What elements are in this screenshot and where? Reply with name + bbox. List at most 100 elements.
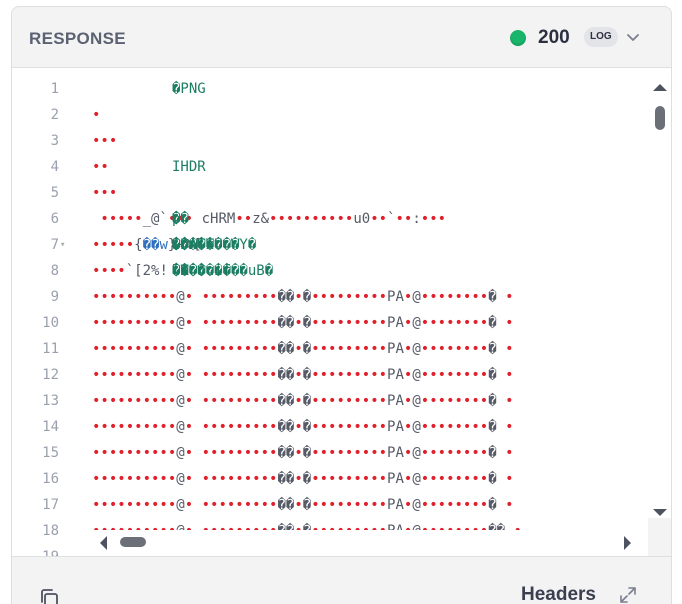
scroll-left-arrow-icon[interactable] — [100, 536, 107, 550]
code-token: •• — [285, 211, 303, 227]
horizontal-scrollbar[interactable] — [84, 530, 644, 554]
code-line: 4 IHDR •• — [12, 154, 648, 180]
code-token: ••••••••• — [311, 471, 388, 487]
code-token: •••••••• — [420, 445, 489, 461]
line-number: 16 — [42, 471, 59, 487]
code-token: _@` — [142, 211, 168, 227]
code-token: % — [151, 263, 160, 279]
chevron-down-icon[interactable] — [625, 29, 641, 45]
fold-arrow-icon[interactable]: ▾ — [60, 240, 66, 250]
code-token: • — [496, 315, 514, 331]
scroll-right-arrow-icon[interactable] — [624, 536, 631, 550]
code-token: � — [302, 315, 312, 331]
code-token: PA — [387, 471, 404, 487]
line-number: 17 — [42, 497, 59, 513]
code-token: • — [92, 263, 101, 279]
log-button[interactable]: LOG — [584, 27, 618, 47]
line-number: 3 — [50, 133, 59, 149]
code-token: ••••••••• — [311, 341, 388, 357]
code-token: • ••••••••• — [184, 393, 278, 409]
code-token: • — [294, 341, 303, 357]
code-token: @ — [176, 419, 185, 435]
line-number: 18 — [42, 523, 59, 539]
copy-icon[interactable] — [38, 587, 60, 604]
response-footer: Headers — [12, 556, 671, 604]
code-token: ����� — [172, 237, 215, 253]
line-number: 4 — [50, 159, 59, 175]
response-body-editor[interactable]: 1 �PNG 2 • 3 ••• 4 IHDR •• 5 ••• 6 ••••• � _@`••• cHR… — [12, 68, 648, 556]
code-token: •••••••••• — [92, 315, 177, 331]
vertical-scroll-thumb[interactable] — [655, 106, 665, 130]
code-token: PA — [387, 367, 404, 383]
code-token: ••••••••• — [311, 393, 388, 409]
code-token: • — [403, 497, 413, 513]
code-text: ••• — [92, 128, 117, 154]
code-text: ••••••••••@• •••••••••��•�•••••••••PA•@•… — [92, 336, 514, 362]
code-text: ••••••••••@• •••••••••��•�•••••••••PA•@•… — [92, 440, 514, 466]
code-line: 15 ••••••••••@• •••••••••��•�•••••••••PA•… — [12, 440, 648, 466]
code-text: ••••••••••@• •••••••••��•�•••••••••PA•@•… — [92, 466, 514, 492]
vertical-scrollbar[interactable] — [648, 68, 671, 518]
code-token: •••••••••• — [92, 419, 177, 435]
code-token: • — [294, 289, 303, 305]
scroll-down-arrow-icon[interactable] — [653, 509, 667, 516]
code-line: 11 ••••••••••@• •••••••••��•�•••••••••PA•… — [12, 336, 648, 362]
code-token: PA — [387, 393, 404, 409]
scroll-up-arrow-icon[interactable] — [653, 84, 667, 91]
code-token: ��w — [142, 237, 168, 253]
code-text: ••••••••••@• •••••••••��•�•••••••••PA•@•… — [92, 284, 514, 310]
code-token: � — [488, 471, 497, 487]
code-line: 16 ••••••••••@• •••••••••��•�•••••••••PA•… — [12, 466, 648, 492]
code-token: • — [496, 289, 514, 305]
code-token: � — [488, 315, 497, 331]
code-token: • ••••••••• — [184, 341, 278, 357]
code-token: � — [302, 445, 312, 461]
line-number: 14 — [42, 419, 59, 435]
code-line: 13 ••••••••••@• •••••••••��•�•••••••••PA•… — [12, 388, 648, 414]
code-token: } — [167, 237, 177, 253]
code-text: IHDR •• — [92, 154, 206, 180]
code-token: � — [302, 367, 312, 383]
code-token: �� — [172, 237, 189, 253]
code-token: •••••••• — [420, 471, 489, 487]
line-number: 13 — [42, 393, 59, 409]
code-line: 19 — [12, 544, 648, 556]
code-token: •• — [336, 211, 354, 227]
code-token: • — [496, 471, 514, 487]
code-token: �I�� — [172, 263, 206, 279]
code-line: 6 ••••• � _@`••• cHRM••z&•• �� •• � •••• �� ••u0… — [12, 206, 648, 232]
code-token: �� — [277, 471, 295, 487]
horizontal-scroll-thumb[interactable] — [120, 537, 146, 547]
code-token: • ••••••••• — [184, 419, 278, 435]
code-token: PA — [387, 419, 404, 435]
code-token: @ — [412, 445, 421, 461]
code-token: �����if��uB� — [172, 263, 274, 279]
code-token: • — [294, 471, 303, 487]
code-token: •••••••••• — [92, 471, 177, 487]
code-token: � — [302, 471, 312, 487]
code-line: 2 • — [12, 102, 648, 128]
line-number: 5 — [50, 185, 59, 201]
code-token: •• — [108, 237, 126, 253]
code-line: 9 ••••••••••@• •••••••••��•�•••••••••PA•@… — [12, 284, 648, 310]
code-token: PA — [387, 497, 404, 513]
code-token: • — [403, 419, 413, 435]
status-code: 200 — [538, 27, 570, 48]
code-token: @ — [412, 341, 421, 357]
headers-toggle[interactable]: Headers — [521, 584, 596, 604]
code-token: � — [488, 393, 497, 409]
code-token: ••• — [92, 133, 118, 149]
code-token: ••• — [92, 185, 118, 201]
code-token: � — [488, 419, 497, 435]
expand-icon[interactable] — [618, 585, 638, 604]
code-token: @ — [412, 315, 421, 331]
code-token: @ — [176, 471, 185, 487]
code-token: �m — [172, 263, 189, 279]
code-token: • — [92, 107, 101, 123]
code-token: •••••••••• — [92, 393, 177, 409]
code-line: 5 ••• — [12, 180, 648, 206]
code-token: • — [100, 237, 109, 253]
code-token: • — [403, 367, 413, 383]
code-token: @ — [412, 497, 421, 513]
code-token: • ••••••••• — [184, 471, 278, 487]
